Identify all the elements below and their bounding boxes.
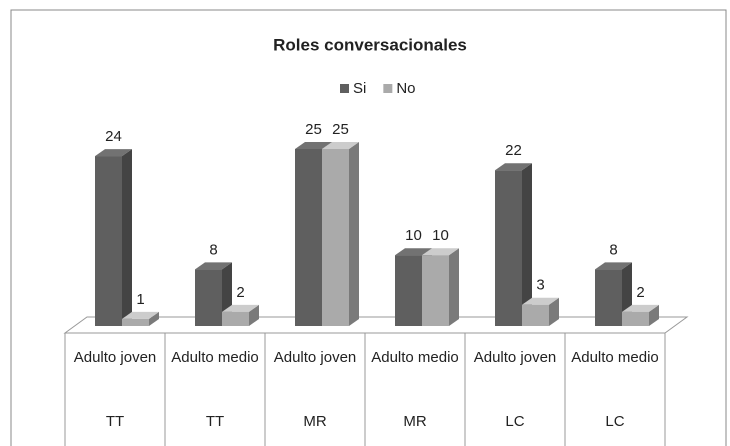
bar-side — [149, 311, 159, 326]
bar-top — [322, 142, 359, 149]
data-label: 1 — [136, 291, 144, 308]
bar-top — [622, 304, 659, 312]
bar-top — [122, 311, 159, 319]
bar-top — [522, 297, 559, 305]
bar — [522, 304, 549, 326]
bar — [195, 269, 222, 326]
data-label: 2 — [236, 284, 244, 301]
bar — [322, 149, 349, 326]
chart-title: Roles conversacionales — [273, 35, 467, 54]
group-label: TT — [105, 413, 125, 430]
data-label: 10 — [432, 227, 449, 244]
data-label: 3 — [536, 277, 544, 294]
bar-side — [249, 304, 259, 326]
bar-top — [422, 248, 459, 256]
x-tick-label: Adulto medio — [171, 349, 259, 366]
bar — [595, 269, 622, 326]
x-tick-label: Adulto joven — [73, 349, 157, 366]
bar — [395, 255, 422, 326]
x-tick-label: Adulto joven — [273, 349, 357, 366]
bar-top — [222, 304, 259, 312]
group-label: MR — [403, 413, 427, 430]
x-tick-label: Adulto medio — [371, 349, 459, 366]
bar — [122, 318, 149, 326]
bar-top — [295, 142, 332, 149]
group-label: MR — [303, 413, 327, 430]
group-label: LC — [505, 413, 525, 430]
group-label: TT — [205, 413, 225, 430]
bar-top — [595, 262, 632, 270]
bar-top — [495, 163, 532, 171]
data-label: 8 — [209, 241, 217, 258]
data-label: 8 — [609, 241, 617, 258]
bar — [222, 311, 249, 326]
bar — [622, 311, 649, 326]
data-label: 25 — [305, 121, 322, 138]
bar — [495, 170, 522, 326]
bar — [95, 156, 122, 326]
data-label: 10 — [405, 227, 422, 244]
bar-side — [349, 142, 359, 326]
legend-label: No — [396, 80, 415, 97]
data-label: 22 — [505, 142, 522, 159]
bar — [422, 255, 449, 326]
bar-side — [122, 149, 132, 326]
bar-side — [522, 163, 532, 326]
bar — [295, 149, 322, 326]
legend-swatch — [383, 84, 393, 93]
bar-top — [195, 262, 232, 270]
data-label: 2 — [636, 284, 644, 301]
bar-side — [549, 297, 559, 326]
bar-side — [649, 304, 659, 326]
bar-side — [449, 248, 459, 326]
x-tick-label: Adulto medio — [571, 349, 659, 366]
data-label: 24 — [105, 128, 122, 145]
bar-top — [95, 149, 132, 157]
data-label: 25 — [332, 121, 349, 138]
group-label: LC — [605, 413, 625, 430]
x-tick-label: Adulto joven — [473, 349, 557, 366]
legend-swatch — [340, 84, 349, 93]
bar-top — [395, 248, 432, 256]
frame — [10, 9, 727, 446]
legend-label: Si — [353, 80, 366, 97]
